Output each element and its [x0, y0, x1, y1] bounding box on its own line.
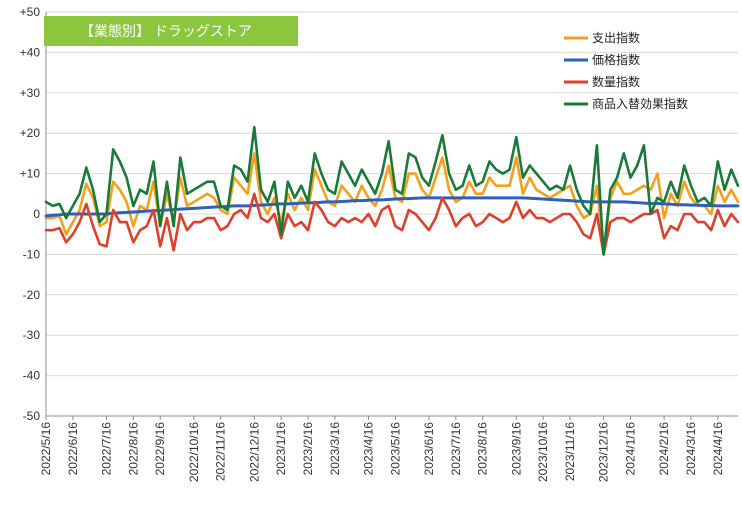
x-tick-label: 2024/1/16 — [624, 422, 638, 476]
x-tick-label: 2023/11/16 — [563, 422, 577, 481]
x-tick-label: 2023/4/16 — [361, 422, 375, 476]
legend-label: 商品入替効果指数 — [592, 96, 688, 111]
y-tick-label: -10 — [23, 247, 41, 261]
y-tick-label: -40 — [23, 369, 41, 383]
series-line-3 — [44, 192, 740, 256]
x-tick-label: 2023/9/16 — [509, 422, 523, 476]
x-tick-label: 2023/3/16 — [328, 422, 342, 476]
x-tick-label: 2023/5/16 — [388, 422, 402, 476]
x-tick-label: 2023/12/16 — [597, 422, 611, 482]
chart-title: 【業態別】 ドラッグストア — [80, 23, 252, 39]
series-layer — [44, 125, 740, 256]
x-tick-label: 2022/6/16 — [66, 422, 80, 476]
x-tick-label: 2022/5/16 — [39, 422, 53, 476]
x-tick-label: 2022/10/16 — [187, 422, 201, 482]
x-tick-label: 2024/4/16 — [711, 422, 725, 476]
y-tick-label: 0 — [33, 207, 40, 221]
chart-title-box: 【業態別】 ドラッグストア — [44, 16, 298, 46]
legend-label: 支出指数 — [592, 30, 640, 45]
y-tick-label: +20 — [20, 126, 41, 140]
y-tick-label: -20 — [23, 288, 41, 302]
x-tick-label: 2022/8/16 — [126, 422, 140, 476]
y-tick-label: -30 — [23, 328, 41, 342]
x-tick-label: 2023/7/16 — [449, 422, 463, 476]
x-tick-label: 2024/3/16 — [684, 422, 698, 476]
x-tick-label: 2023/8/16 — [476, 422, 490, 476]
y-tick-label: +50 — [20, 5, 41, 19]
x-tick-label: 2022/11/16 — [214, 422, 228, 481]
legend-label: 数量指数 — [592, 74, 640, 89]
y-tick-label: +30 — [20, 86, 41, 100]
x-tick-label: 2022/9/16 — [153, 422, 167, 476]
y-tick-label: -50 — [23, 409, 41, 423]
legend-label: 価格指数 — [592, 52, 640, 67]
y-tick-label: +10 — [20, 167, 41, 181]
x-tick-label: 2023/2/16 — [301, 422, 315, 476]
chart-title-background — [44, 16, 298, 46]
x-tick-label: 2022/7/16 — [99, 422, 113, 476]
x-tick-label: 2023/1/16 — [274, 422, 288, 476]
y-tick-label: +40 — [20, 45, 41, 59]
axis-layer: +50 +40 +30 +20 +10 0 -10 -20 -30 -40 -502022/5/16… — [20, 5, 738, 482]
x-tick-label: 2024/2/16 — [657, 422, 671, 476]
x-tick-label: 2022/12/16 — [247, 422, 261, 482]
x-tick-label: 2023/10/16 — [536, 422, 550, 482]
series-line-4 — [44, 125, 740, 256]
x-tick-label: 2023/6/16 — [422, 422, 436, 476]
